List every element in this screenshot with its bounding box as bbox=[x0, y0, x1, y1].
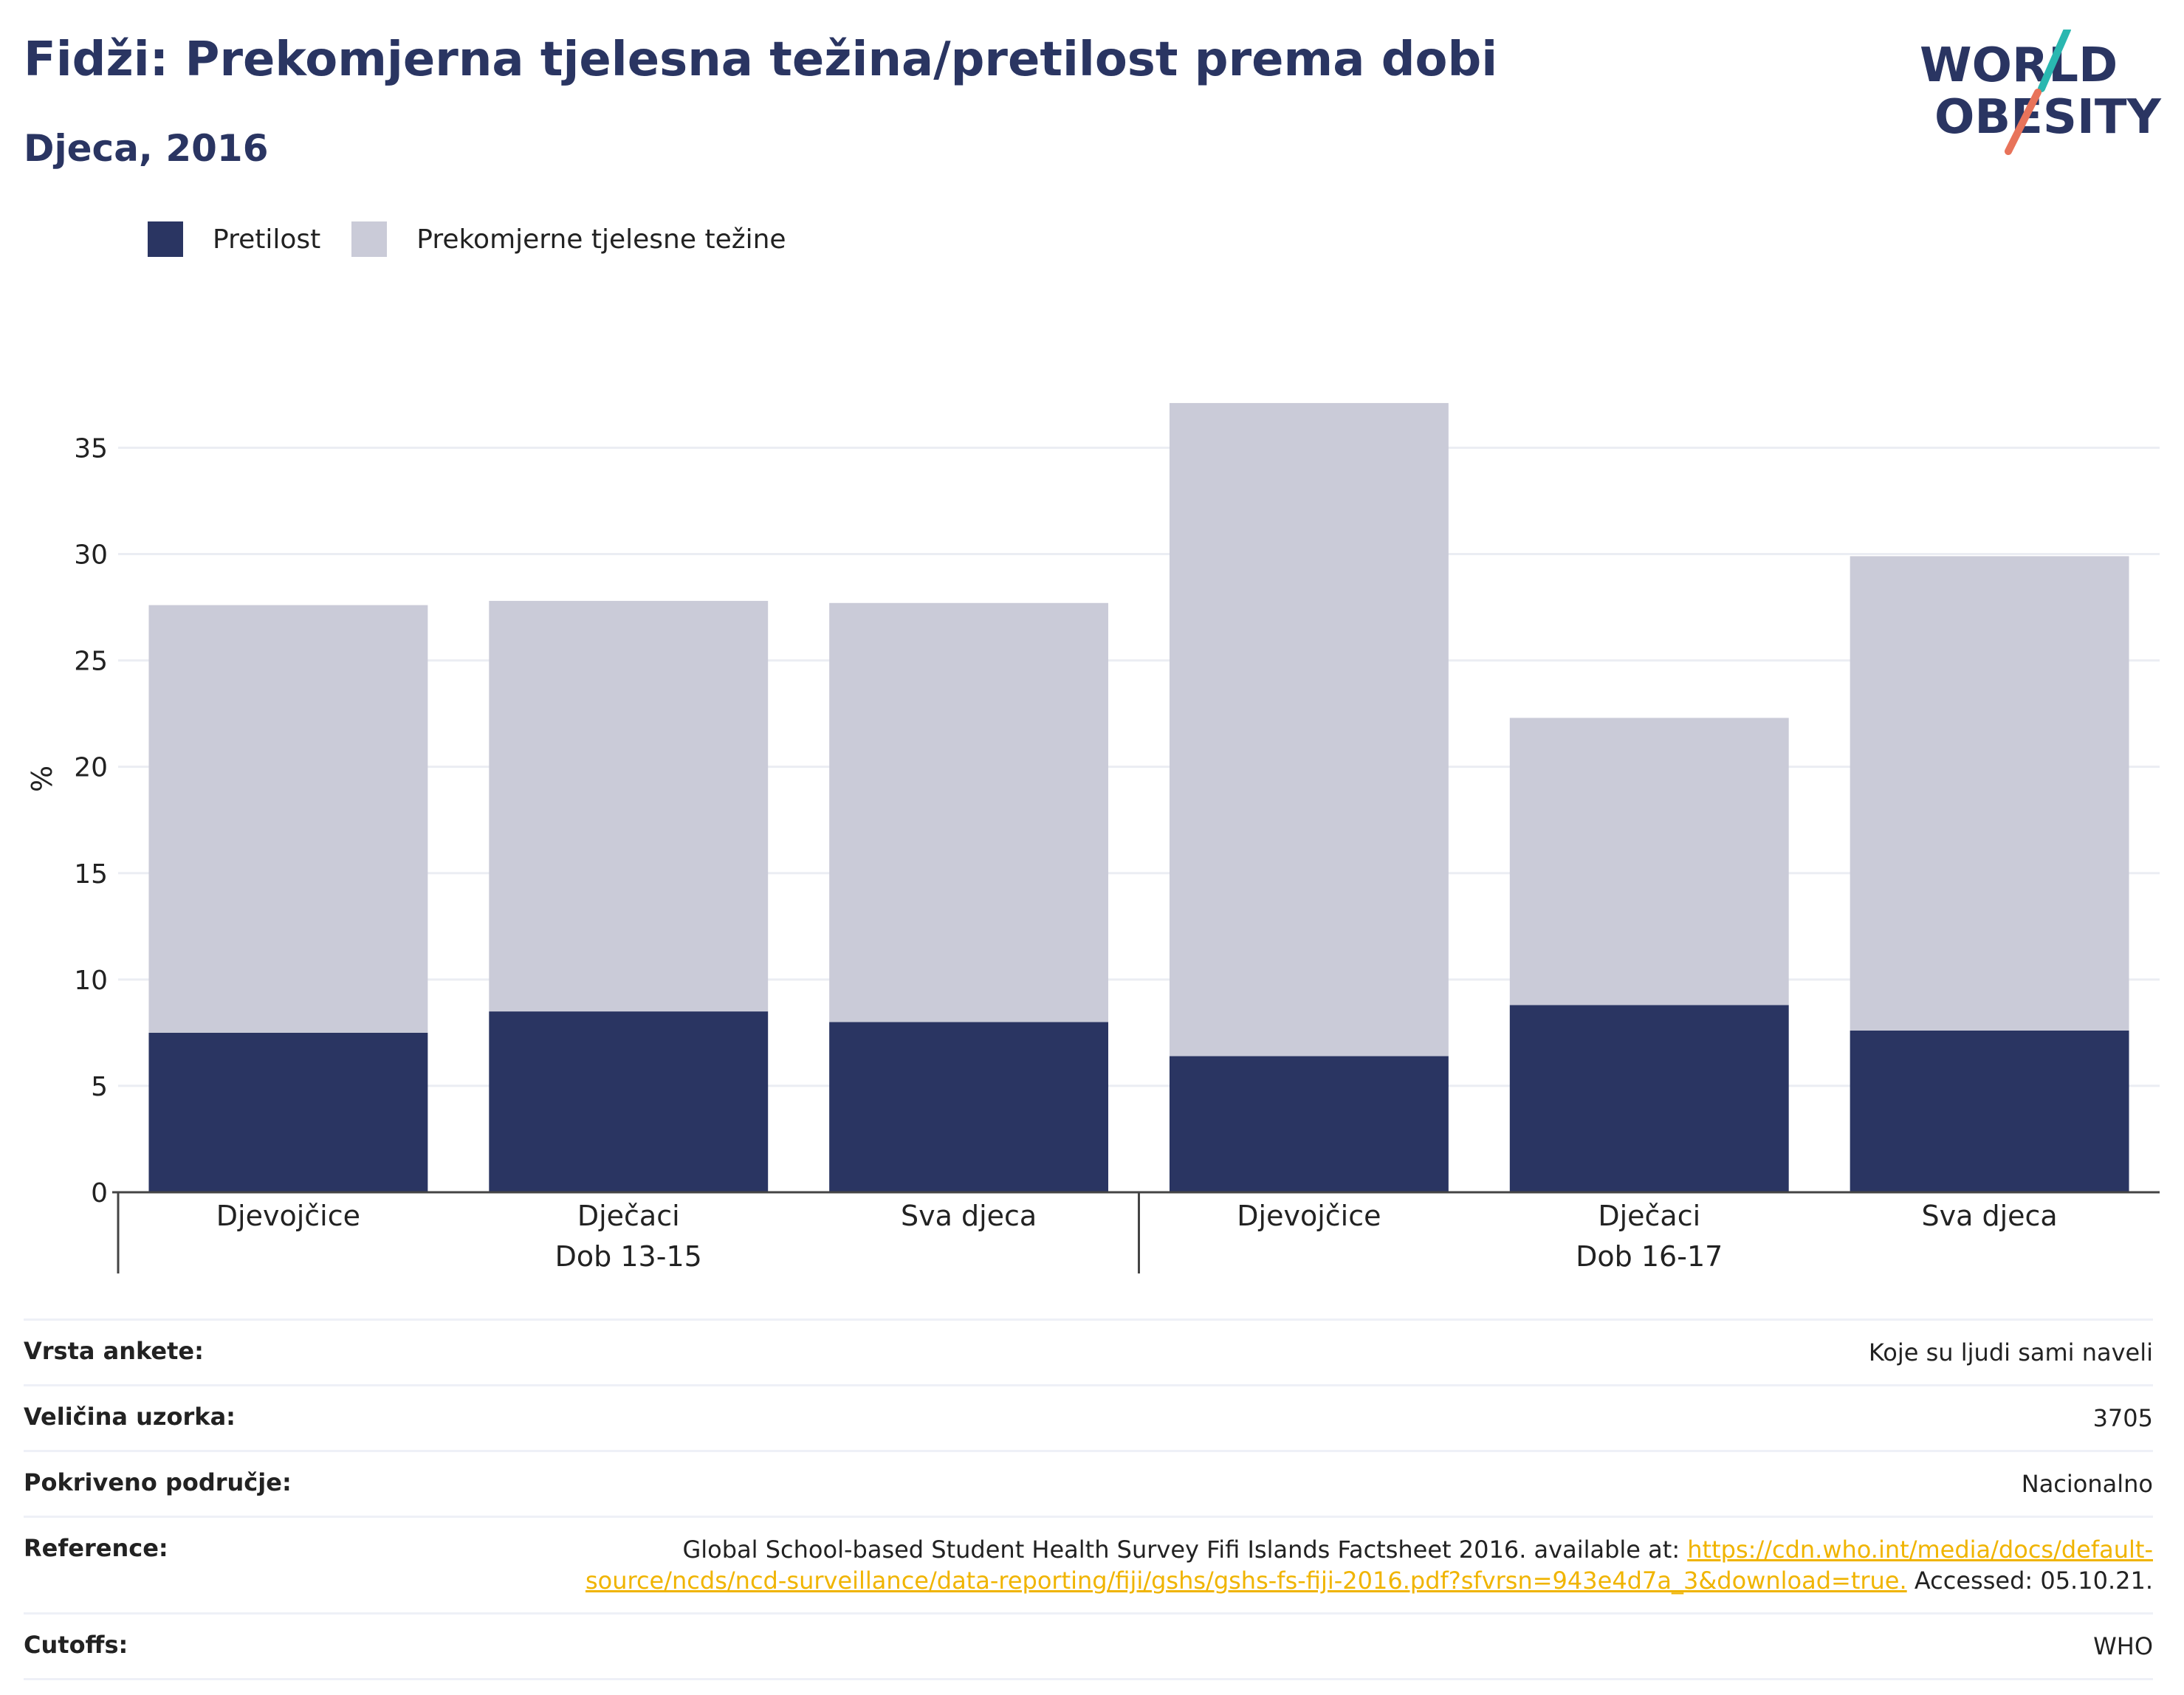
y-tick-label: 35 bbox=[74, 433, 108, 464]
legend-item-overweight[interactable]: Prekomjerne tjelesne težine bbox=[351, 221, 786, 257]
info-label-reference: Reference: bbox=[24, 1534, 168, 1562]
info-label-survey-type: Vrsta ankete: bbox=[24, 1337, 204, 1365]
bar-segment-overweight[interactable] bbox=[148, 605, 428, 1033]
survey-info-table: Vrsta ankete: Koje su ljudi sami naveli … bbox=[24, 1318, 2153, 1680]
info-row-sample-size: Veličina uzorka: 3705 bbox=[24, 1384, 2153, 1450]
y-tick-label: 0 bbox=[91, 1178, 108, 1208]
info-row-coverage: Pokriveno područje: Nacionalno bbox=[24, 1450, 2153, 1516]
bar-segment-obesity[interactable] bbox=[148, 1032, 428, 1192]
reference-text: Global School-based Student Health Surve… bbox=[682, 1536, 1688, 1564]
stacked-bar-chart: 0 5 10 15 20 25 30 35 Djevojčice Dječaci Sva djeca… bbox=[26, 402, 2160, 1273]
x-category-label: Djevojčice bbox=[216, 1200, 360, 1232]
legend-label-obesity: Pretilost bbox=[213, 224, 321, 255]
bar-segment-overweight[interactable] bbox=[829, 602, 1109, 1022]
info-value-reference: Global School-based Student Health Surve… bbox=[529, 1534, 2153, 1596]
bar-segment-overweight[interactable] bbox=[1850, 556, 2129, 1031]
x-group-label: Dob 13-15 bbox=[555, 1240, 702, 1273]
world-obesity-logo: WORLD OBESITY bbox=[1920, 30, 2161, 155]
y-tick-label: 5 bbox=[91, 1072, 108, 1102]
y-tick-label: 15 bbox=[74, 859, 108, 890]
axes: 0 5 10 15 20 25 30 35 Djevojčice Dječaci Sva djeca… bbox=[74, 433, 2160, 1273]
info-label-cutoffs: Cutoffs: bbox=[24, 1631, 128, 1659]
y-tick-label: 20 bbox=[74, 753, 108, 783]
bar-segment-obesity[interactable] bbox=[1509, 1005, 1789, 1192]
x-category-label: Dječaci bbox=[577, 1200, 680, 1232]
info-row-reference: Reference: Global School-based Student H… bbox=[24, 1516, 2153, 1612]
reference-link[interactable]: https://cdn.who.int/media/docs/default-s… bbox=[585, 1536, 2153, 1595]
y-tick-label: 25 bbox=[74, 647, 108, 677]
info-value-cutoffs: WHO bbox=[2093, 1632, 2153, 1660]
bar-segment-overweight[interactable] bbox=[1169, 402, 1449, 1056]
info-label-sample-size: Veličina uzorka: bbox=[24, 1403, 236, 1431]
info-row-cutoffs: Cutoffs: WHO bbox=[24, 1612, 2153, 1680]
bar-segment-obesity[interactable] bbox=[829, 1022, 1109, 1192]
reference-accessed: Accessed: 05.10.21. bbox=[1906, 1567, 2153, 1595]
bars bbox=[148, 402, 2129, 1192]
chart-subtitle: Djeca, 2016 bbox=[24, 127, 269, 170]
legend-item-obesity[interactable]: Pretilost bbox=[148, 221, 320, 257]
y-tick-label: 10 bbox=[74, 966, 108, 996]
info-row-survey-type: Vrsta ankete: Koje su ljudi sami naveli bbox=[24, 1318, 2153, 1384]
chart-legend: Pretilost Prekomjerne tjelesne težine bbox=[148, 219, 817, 260]
bar-segment-obesity[interactable] bbox=[1169, 1056, 1449, 1192]
x-category-label: Djevojčice bbox=[1237, 1200, 1381, 1232]
x-category-label: Sva djeca bbox=[901, 1200, 1037, 1232]
info-value-coverage: Nacionalno bbox=[2021, 1470, 2153, 1498]
legend-swatch-obesity bbox=[148, 221, 183, 257]
info-value-survey-type: Koje su ljudi sami naveli bbox=[1868, 1338, 2153, 1366]
bar-segment-obesity[interactable] bbox=[489, 1011, 769, 1192]
bar-segment-overweight[interactable] bbox=[1509, 718, 1789, 1005]
bar-segment-obesity[interactable] bbox=[1850, 1031, 2129, 1192]
gridlines bbox=[118, 446, 2160, 1087]
info-label-coverage: Pokriveno područje: bbox=[24, 1468, 292, 1496]
legend-label-overweight: Prekomjerne tjelesne težine bbox=[416, 224, 786, 255]
info-value-sample-size: 3705 bbox=[2092, 1404, 2153, 1432]
logo-slash-teal bbox=[2038, 30, 2071, 92]
logo-text-obesity: OBESITY bbox=[1934, 90, 2161, 145]
logo-text-world: WORLD bbox=[1920, 38, 2118, 93]
x-group-label: Dob 16-17 bbox=[1576, 1240, 1723, 1273]
x-category-label: Dječaci bbox=[1598, 1200, 1700, 1232]
chart-title: Fidži: Prekomjerna tjelesna težina/preti… bbox=[24, 32, 1498, 87]
legend-swatch-overweight bbox=[351, 221, 388, 257]
y-tick-label: 30 bbox=[74, 540, 108, 571]
y-axis-label: % bbox=[26, 766, 58, 792]
x-category-label: Sva djeca bbox=[1921, 1200, 2057, 1232]
logo-slash-coral bbox=[2005, 89, 2042, 155]
bar-segment-overweight[interactable] bbox=[489, 600, 769, 1012]
